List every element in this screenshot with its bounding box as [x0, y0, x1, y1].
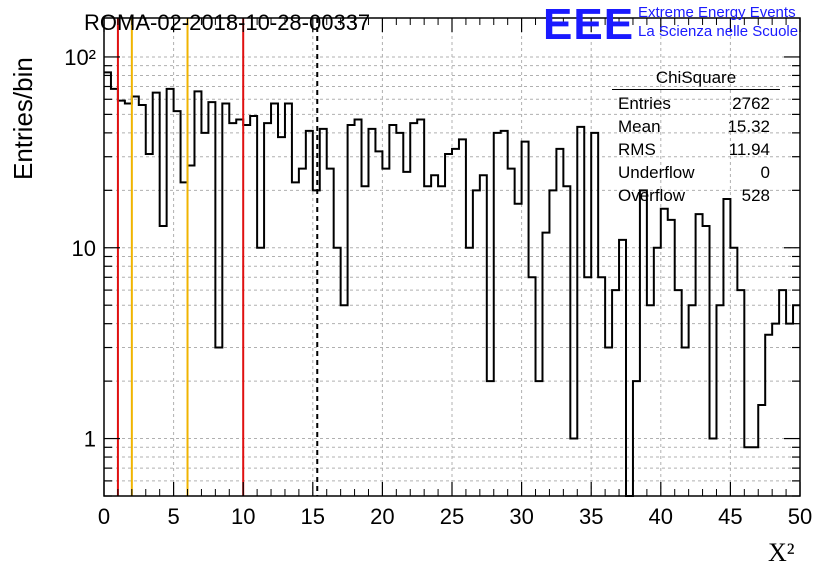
stat-row-mean: Mean 15.32: [612, 115, 780, 138]
x-tick-label: 5: [167, 504, 179, 529]
stat-label: Entries: [618, 94, 671, 113]
y-axis: 1 10 10²: [64, 45, 800, 497]
x-tick-label: 20: [370, 504, 394, 529]
stat-label: RMS: [618, 140, 656, 159]
stat-value: 2762: [732, 94, 770, 113]
stat-row-overflow: Overflow 528: [612, 184, 780, 207]
x-axis-label: X²: [768, 538, 795, 568]
stat-value: 15.32: [727, 117, 770, 136]
stat-row-entries: Entries 2762: [612, 92, 780, 115]
stats-box: ChiSquare Entries 2762 Mean 15.32 RMS 11.94…: [612, 68, 780, 207]
x-tick-label: 25: [440, 504, 464, 529]
reference-lines: [116, 18, 319, 496]
x-tick-label: 30: [509, 504, 533, 529]
x-tick-label: 10: [231, 504, 255, 529]
logo-subtitle-2: La Scienza nelle Scuole: [638, 23, 799, 40]
logo-subtitle-1: Extreme Energy Events: [638, 4, 796, 21]
eee-logo: EEE: [543, 0, 635, 49]
chart-title: ROMA-02-2018-10-28-00337: [84, 10, 371, 35]
y-tick-label: 10²: [64, 45, 96, 70]
x-tick-label: 40: [649, 504, 673, 529]
stat-label: Overflow: [618, 186, 686, 205]
stat-value: 0: [760, 163, 770, 182]
stat-row-rms: RMS 11.94: [612, 138, 780, 161]
x-tick-label: 15: [301, 504, 325, 529]
histogram-series: [104, 71, 800, 497]
stat-label: Underflow: [618, 163, 695, 182]
stat-row-underflow: Underflow 0: [612, 161, 780, 184]
y-axis-label: Entries/bin: [8, 57, 38, 180]
x-axis: 0 5 10 15 20 25 30 35 40 45 50: [98, 18, 812, 529]
x-tick-label: 50: [788, 504, 812, 529]
stats-title: ChiSquare: [612, 68, 780, 90]
y-tick-label: 1: [84, 427, 96, 452]
x-tick-label: 45: [718, 504, 742, 529]
histogram-bins: [104, 71, 800, 497]
stat-value: 528: [741, 186, 770, 205]
x-tick-label: 35: [579, 504, 603, 529]
x-tick-label: 0: [98, 504, 110, 529]
y-tick-label: 10: [72, 236, 96, 261]
x-axis-label-text: X²: [768, 538, 795, 567]
stat-label: Mean: [618, 117, 661, 136]
stat-value: 11.94: [728, 140, 770, 159]
